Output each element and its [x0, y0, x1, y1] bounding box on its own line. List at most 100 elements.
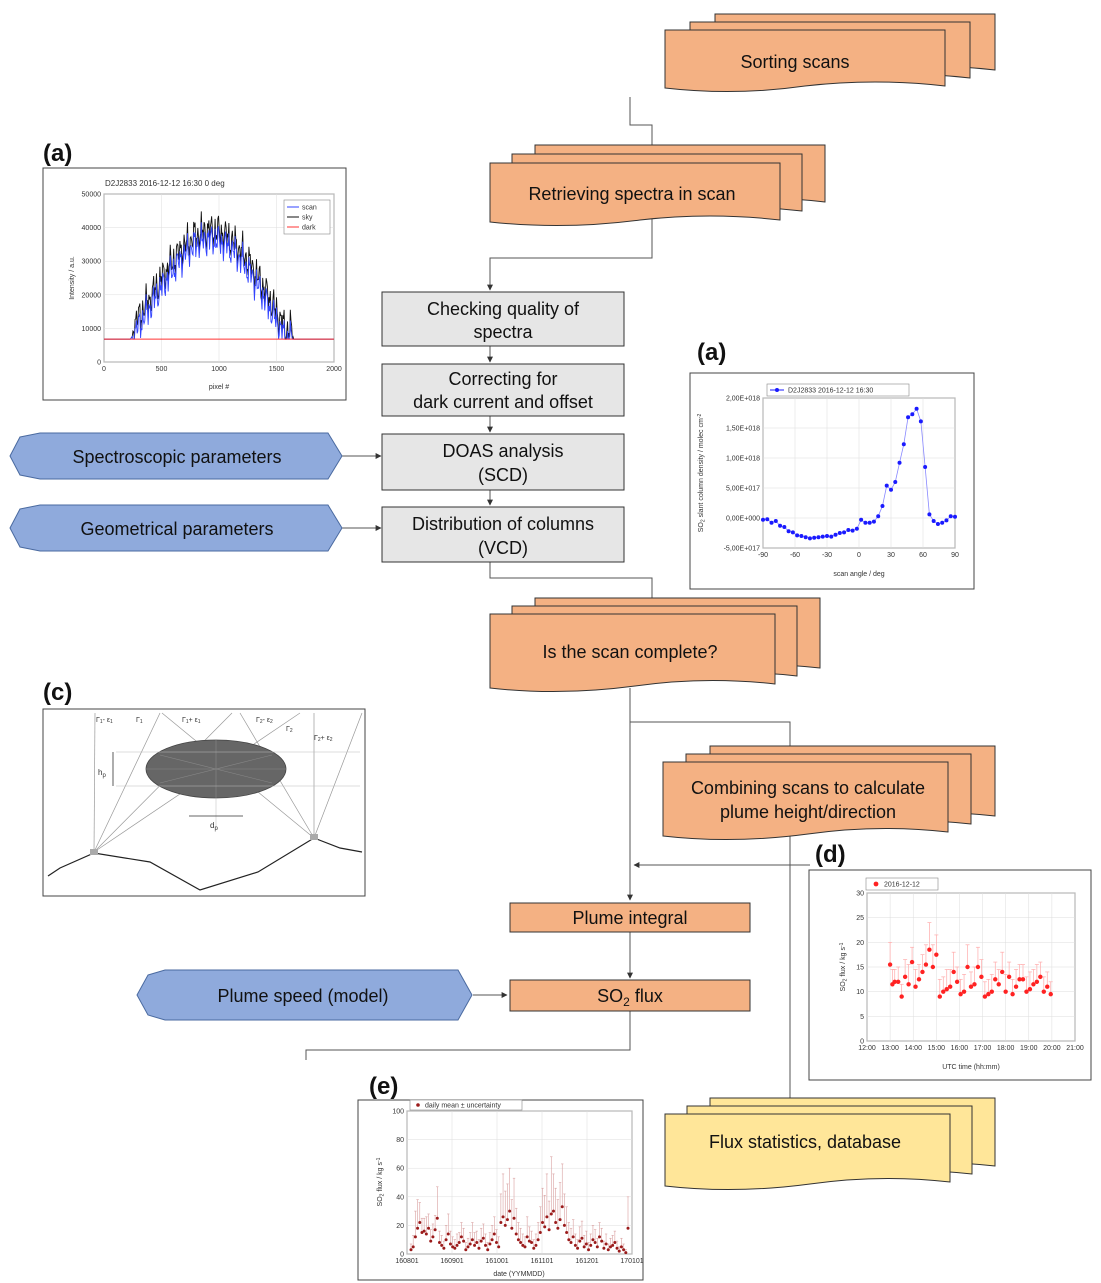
daily-plot-area — [406, 1110, 633, 1255]
daily-point — [615, 1246, 619, 1250]
daily-point — [427, 1226, 431, 1230]
x-tick-label: 2000 — [326, 366, 342, 373]
daily-point — [440, 1243, 444, 1247]
scd-point — [944, 518, 949, 523]
daily-point — [494, 1241, 498, 1245]
daily-point — [617, 1249, 621, 1253]
flux-point — [1017, 977, 1022, 982]
flux-point — [944, 987, 949, 992]
y-tick-label: 20 — [396, 1223, 404, 1230]
flux-point — [920, 969, 925, 975]
daily-points — [409, 1205, 630, 1255]
daily-point — [477, 1246, 481, 1250]
daily-point — [413, 1235, 417, 1239]
svg-text:Γ1+ ε1: Γ1+ ε1 — [182, 717, 201, 725]
scd-point — [769, 520, 774, 525]
daily-point — [608, 1245, 612, 1249]
x-tick-label: 161101 — [531, 1258, 554, 1265]
daily-point — [554, 1221, 558, 1225]
scd-point — [816, 535, 821, 540]
daily-point — [424, 1232, 428, 1236]
scd-point — [782, 525, 787, 529]
legend-scan: scan — [302, 205, 317, 212]
x-tick-label: 161001 — [485, 1258, 508, 1265]
scd-point — [871, 519, 876, 524]
x-tick-label: 21:00 — [1066, 1045, 1084, 1052]
daily-point — [567, 1238, 571, 1242]
flux-points — [887, 947, 1053, 999]
y-tick-label: 0,00E+000 — [726, 516, 760, 523]
checking-quality-node: Checking quality of spectra — [381, 291, 625, 347]
daily-point — [560, 1205, 564, 1209]
daily-point — [416, 1226, 420, 1230]
y-tick-label: 2,00E+018 — [726, 396, 760, 403]
y-tick-label: -5,00E+017 — [724, 546, 760, 553]
instrument-2 — [310, 834, 318, 840]
x-tick-label: 19:00 — [1020, 1045, 1038, 1052]
x-tick-label: 0 — [857, 552, 861, 559]
flux-statistics-node: Flux statistics, database — [664, 1097, 996, 1191]
scd-point — [923, 465, 928, 469]
daily-point — [510, 1226, 514, 1230]
flux-point — [899, 994, 904, 999]
daily-point — [481, 1236, 485, 1240]
geometry-inner-rays — [146, 740, 286, 798]
terrain-profile — [47, 837, 363, 891]
flux-xlabel: UTC time (hh:mm) — [942, 1064, 1000, 1071]
so2-flux-node: SO2 flux — [509, 979, 751, 1012]
scd-point — [833, 532, 838, 537]
scd-point — [906, 415, 911, 420]
scd-point — [940, 520, 945, 525]
flux-point — [993, 977, 998, 982]
daily-error-bars — [409, 1156, 630, 1253]
daily-point — [532, 1246, 536, 1250]
daily-point — [505, 1218, 509, 1222]
scan-complete-node: Is the scan complete? — [489, 597, 821, 693]
flux-point — [982, 994, 988, 999]
so2-flux-suffix: flux — [630, 986, 663, 1006]
flux-point — [996, 982, 1001, 987]
flux-point — [958, 991, 963, 997]
distribution-line2: (VCD) — [478, 538, 528, 558]
connectors — [305, 97, 810, 1109]
plume-integral-node: Plume integral — [509, 902, 751, 933]
daily-point — [459, 1235, 463, 1239]
daily-point — [600, 1239, 604, 1243]
scd-point — [765, 517, 770, 522]
scd-point — [935, 522, 940, 526]
retrieving-spectra-node: Retrieving spectra in scan — [489, 144, 826, 227]
flux-point — [979, 974, 984, 980]
flux-point — [968, 984, 974, 989]
plume-integral-label: Plume integral — [572, 908, 687, 928]
daily-point — [523, 1245, 527, 1249]
combining-scans-line1: Combining scans to calculate — [691, 778, 925, 798]
y-tick-label: 5 — [860, 1014, 864, 1021]
y-tick-label: 15 — [856, 965, 864, 972]
flux-point — [1000, 969, 1005, 975]
x-tick-label: 18:00 — [997, 1045, 1015, 1052]
daily-point — [562, 1223, 566, 1227]
daily-point — [624, 1251, 628, 1255]
correcting-line2: dark current and offset — [413, 392, 593, 412]
daily-point — [556, 1226, 560, 1230]
flux-point — [975, 964, 981, 970]
daily-point — [422, 1229, 426, 1233]
scd-point — [773, 519, 778, 523]
flux-tick-labels: 12:00 13:00 14:00 15:00 16:00 17:00 18:00 19:00… — [856, 891, 1084, 1053]
daily-point — [418, 1221, 422, 1225]
panel-tag-d: (d) — [815, 841, 846, 868]
y-tick-label: 10000 — [82, 326, 102, 333]
flux-point — [934, 952, 939, 957]
y-tick-label: 40000 — [82, 225, 102, 232]
scd-point — [790, 530, 795, 535]
daily-ylabel: SO2 flux / kg s-1 — [376, 1157, 386, 1206]
svg-text:Γ2+ ε2: Γ2+ ε2 — [314, 735, 333, 743]
daily-legend: daily mean ± uncertainty — [409, 1099, 523, 1111]
daily-point — [573, 1243, 577, 1247]
daily-point — [606, 1248, 610, 1252]
daily-point — [486, 1248, 490, 1252]
daily-point — [551, 1209, 555, 1213]
daily-point — [536, 1238, 540, 1242]
daily-point — [580, 1236, 584, 1240]
daily-point — [516, 1238, 520, 1242]
